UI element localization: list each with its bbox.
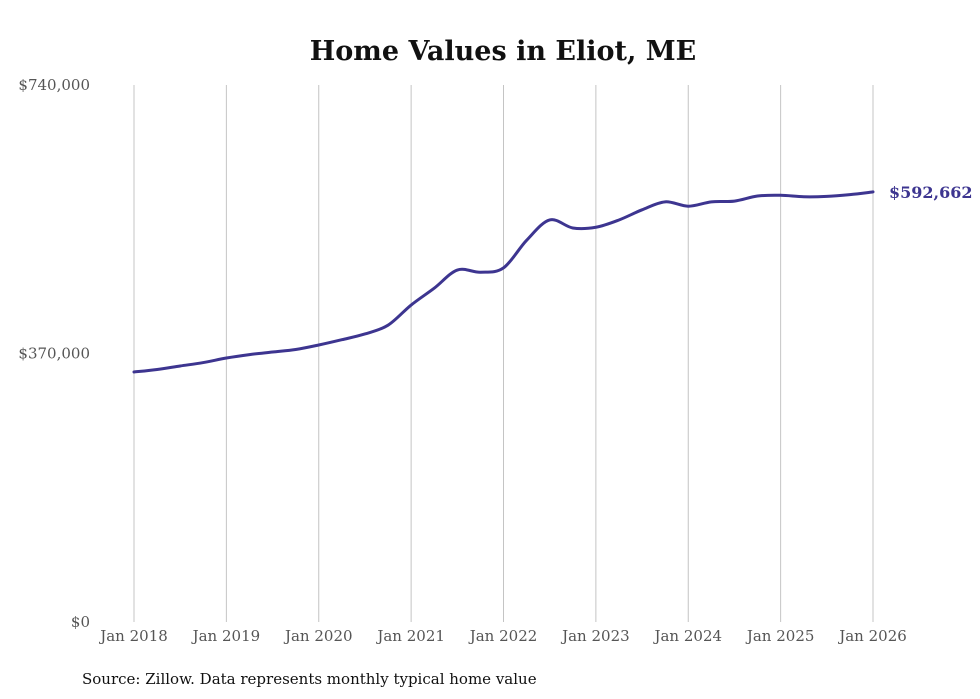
x-tick-label: Jan 2020 <box>283 627 353 645</box>
y-tick-label: $370,000 <box>18 345 90 363</box>
y-tick-label: $740,000 <box>18 76 90 94</box>
x-tick-label: Jan 2022 <box>468 627 538 645</box>
x-tick-label: Jan 2019 <box>191 627 261 645</box>
x-tick-label: Jan 2026 <box>837 627 907 645</box>
x-tick-label: Jan 2021 <box>375 627 445 645</box>
x-tick-label: Jan 2024 <box>652 627 722 645</box>
x-tick-label: Jan 2025 <box>745 627 815 645</box>
chart-title: Home Values in Eliot, ME <box>310 36 696 67</box>
y-tick-label: $0 <box>71 613 90 631</box>
end-value-label: $592,662 <box>889 183 973 202</box>
x-tick-label: Jan 2018 <box>98 627 168 645</box>
x-tick-label: Jan 2023 <box>560 627 630 645</box>
source-note: Source: Zillow. Data represents monthly … <box>82 670 537 688</box>
